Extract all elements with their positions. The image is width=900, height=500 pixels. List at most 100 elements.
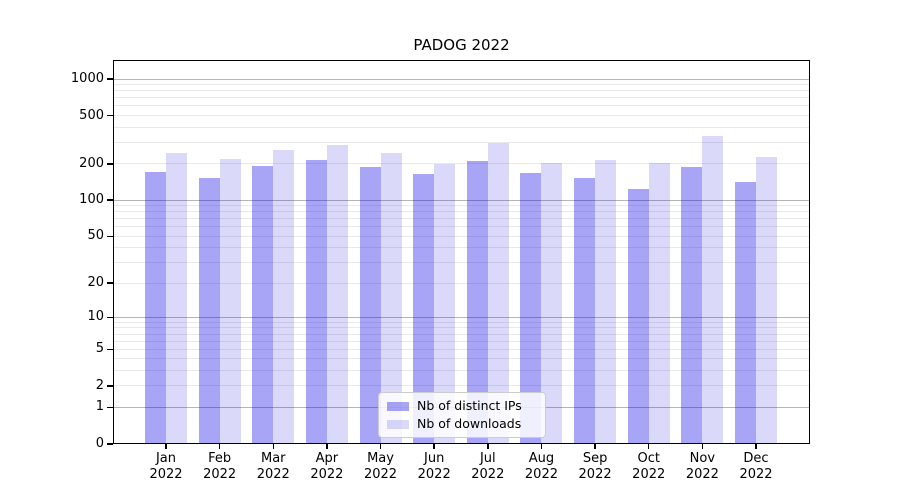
- bar-downloads: [166, 153, 187, 444]
- plot-area: [113, 60, 810, 444]
- y-axis-tick: [107, 163, 113, 165]
- legend-item-downloads: Nb of downloads: [387, 417, 537, 431]
- gridline-minor: [113, 385, 810, 387]
- y-axis-tick: [107, 385, 113, 387]
- x-label-month: Jun: [424, 451, 445, 466]
- bar-distinct-ips: [145, 171, 166, 444]
- x-axis-tick-label: Sep 2022: [563, 451, 627, 483]
- bar-downloads: [541, 162, 563, 444]
- x-axis-tick-label: Aug 2022: [509, 451, 573, 483]
- gridline-minor: [113, 90, 810, 92]
- legend: Nb of distinct IPs Nb of downloads: [378, 392, 546, 438]
- gridline-major: [113, 199, 810, 201]
- x-axis-tick-label: Oct 2022: [617, 451, 681, 483]
- y-axis-tick: [107, 114, 113, 117]
- gridline-minor: [113, 218, 810, 220]
- legend-label-distinct-ips: Nb of distinct IPs: [417, 398, 522, 413]
- y-axis-tick-label: 1: [95, 399, 104, 415]
- y-axis-tick-label: 200: [79, 155, 104, 171]
- gridline-major: [113, 78, 810, 80]
- x-label-year: 2022: [471, 467, 505, 482]
- gridline-minor: [113, 333, 810, 335]
- x-label-year: 2022: [310, 467, 344, 482]
- bar-downloads: [487, 142, 509, 444]
- y-axis-tick-label: 10: [87, 309, 104, 325]
- bar-distinct-ips: [198, 177, 220, 444]
- bar-downloads: [648, 163, 670, 444]
- gridline-minor: [113, 282, 810, 284]
- x-axis-tick-label: Feb 2022: [188, 451, 252, 483]
- x-label-year: 2022: [739, 467, 773, 482]
- bar-distinct-ips: [466, 161, 488, 444]
- x-axis-tick: [755, 444, 757, 449]
- bar-downloads: [326, 145, 348, 444]
- y-axis-tick: [107, 235, 113, 238]
- legend-swatch-downloads: [387, 419, 409, 429]
- bar-distinct-ips: [359, 166, 381, 444]
- x-label-year: 2022: [149, 467, 183, 482]
- gridline-minor: [113, 97, 810, 99]
- x-axis-tick: [379, 444, 382, 449]
- x-label-year: 2022: [363, 467, 398, 482]
- x-label-year: 2022: [203, 467, 237, 482]
- x-label-month: Dec: [743, 451, 769, 466]
- x-axis-tick: [326, 444, 328, 449]
- bar-distinct-ips: [252, 165, 274, 444]
- x-label-month: Aug: [528, 451, 555, 466]
- x-axis-tick: [165, 444, 167, 449]
- bar-distinct-ips: [627, 188, 649, 444]
- bar-downloads: [273, 149, 295, 444]
- x-axis-tick-label: Jul 2022: [456, 451, 520, 483]
- x-axis-tick-label: Mar 2022: [241, 451, 305, 483]
- bar-downloads: [219, 159, 241, 444]
- gridline-major: [113, 316, 810, 318]
- gridline-minor: [113, 321, 810, 323]
- x-label-month: Jan: [155, 451, 177, 466]
- x-label-month: Sep: [582, 451, 608, 466]
- gridline-minor: [113, 205, 810, 207]
- y-axis-tick-label: 0: [95, 436, 104, 451]
- x-label-year: 2022: [578, 467, 612, 482]
- x-axis-tick: [272, 444, 275, 449]
- x-axis-tick: [218, 444, 221, 449]
- bar-distinct-ips: [520, 172, 542, 444]
- gridline-minor: [113, 84, 810, 86]
- x-axis-tick: [487, 444, 489, 449]
- bar-distinct-ips: [305, 159, 327, 444]
- x-axis-tick-label: May 2022: [349, 451, 413, 483]
- bar-downloads: [702, 136, 724, 444]
- gridline-minor: [113, 211, 810, 213]
- gridline-minor: [113, 348, 810, 350]
- x-label-month: Feb: [208, 451, 232, 466]
- y-axis-tick: [107, 443, 113, 445]
- y-axis-tick: [107, 316, 113, 319]
- bar-downloads: [380, 152, 402, 444]
- y-axis-tick-label: 500: [79, 107, 104, 123]
- gridline-minor: [113, 105, 810, 107]
- x-label-year: 2022: [256, 467, 290, 482]
- bar-distinct-ips: [574, 177, 596, 444]
- gridline-minor: [113, 327, 810, 329]
- x-axis-tick-label: Apr 2022: [295, 451, 359, 483]
- y-axis-tick: [107, 199, 113, 201]
- y-axis-tick: [107, 406, 113, 409]
- y-axis-tick: [107, 78, 113, 80]
- x-label-year: 2022: [417, 467, 451, 482]
- x-label-month: May: [367, 451, 394, 466]
- gridline-minor: [113, 358, 810, 360]
- bar-downloads: [595, 160, 617, 444]
- x-axis-tick-label: Nov 2022: [670, 451, 734, 483]
- bar-distinct-ips: [413, 173, 435, 444]
- gridline-minor: [113, 247, 810, 249]
- x-label-year: 2022: [632, 467, 666, 482]
- x-axis-tick-label: Dec 2022: [724, 451, 788, 483]
- y-axis-tick: [107, 348, 113, 351]
- x-axis-tick: [433, 444, 435, 449]
- x-axis-tick: [647, 444, 650, 449]
- y-axis-tick-label: 1000: [70, 71, 104, 86]
- bar-distinct-ips: [735, 182, 756, 444]
- gridline-minor: [113, 141, 810, 143]
- x-axis-tick-label: Jan 2022: [134, 451, 198, 483]
- x-label-month: Mar: [261, 451, 286, 466]
